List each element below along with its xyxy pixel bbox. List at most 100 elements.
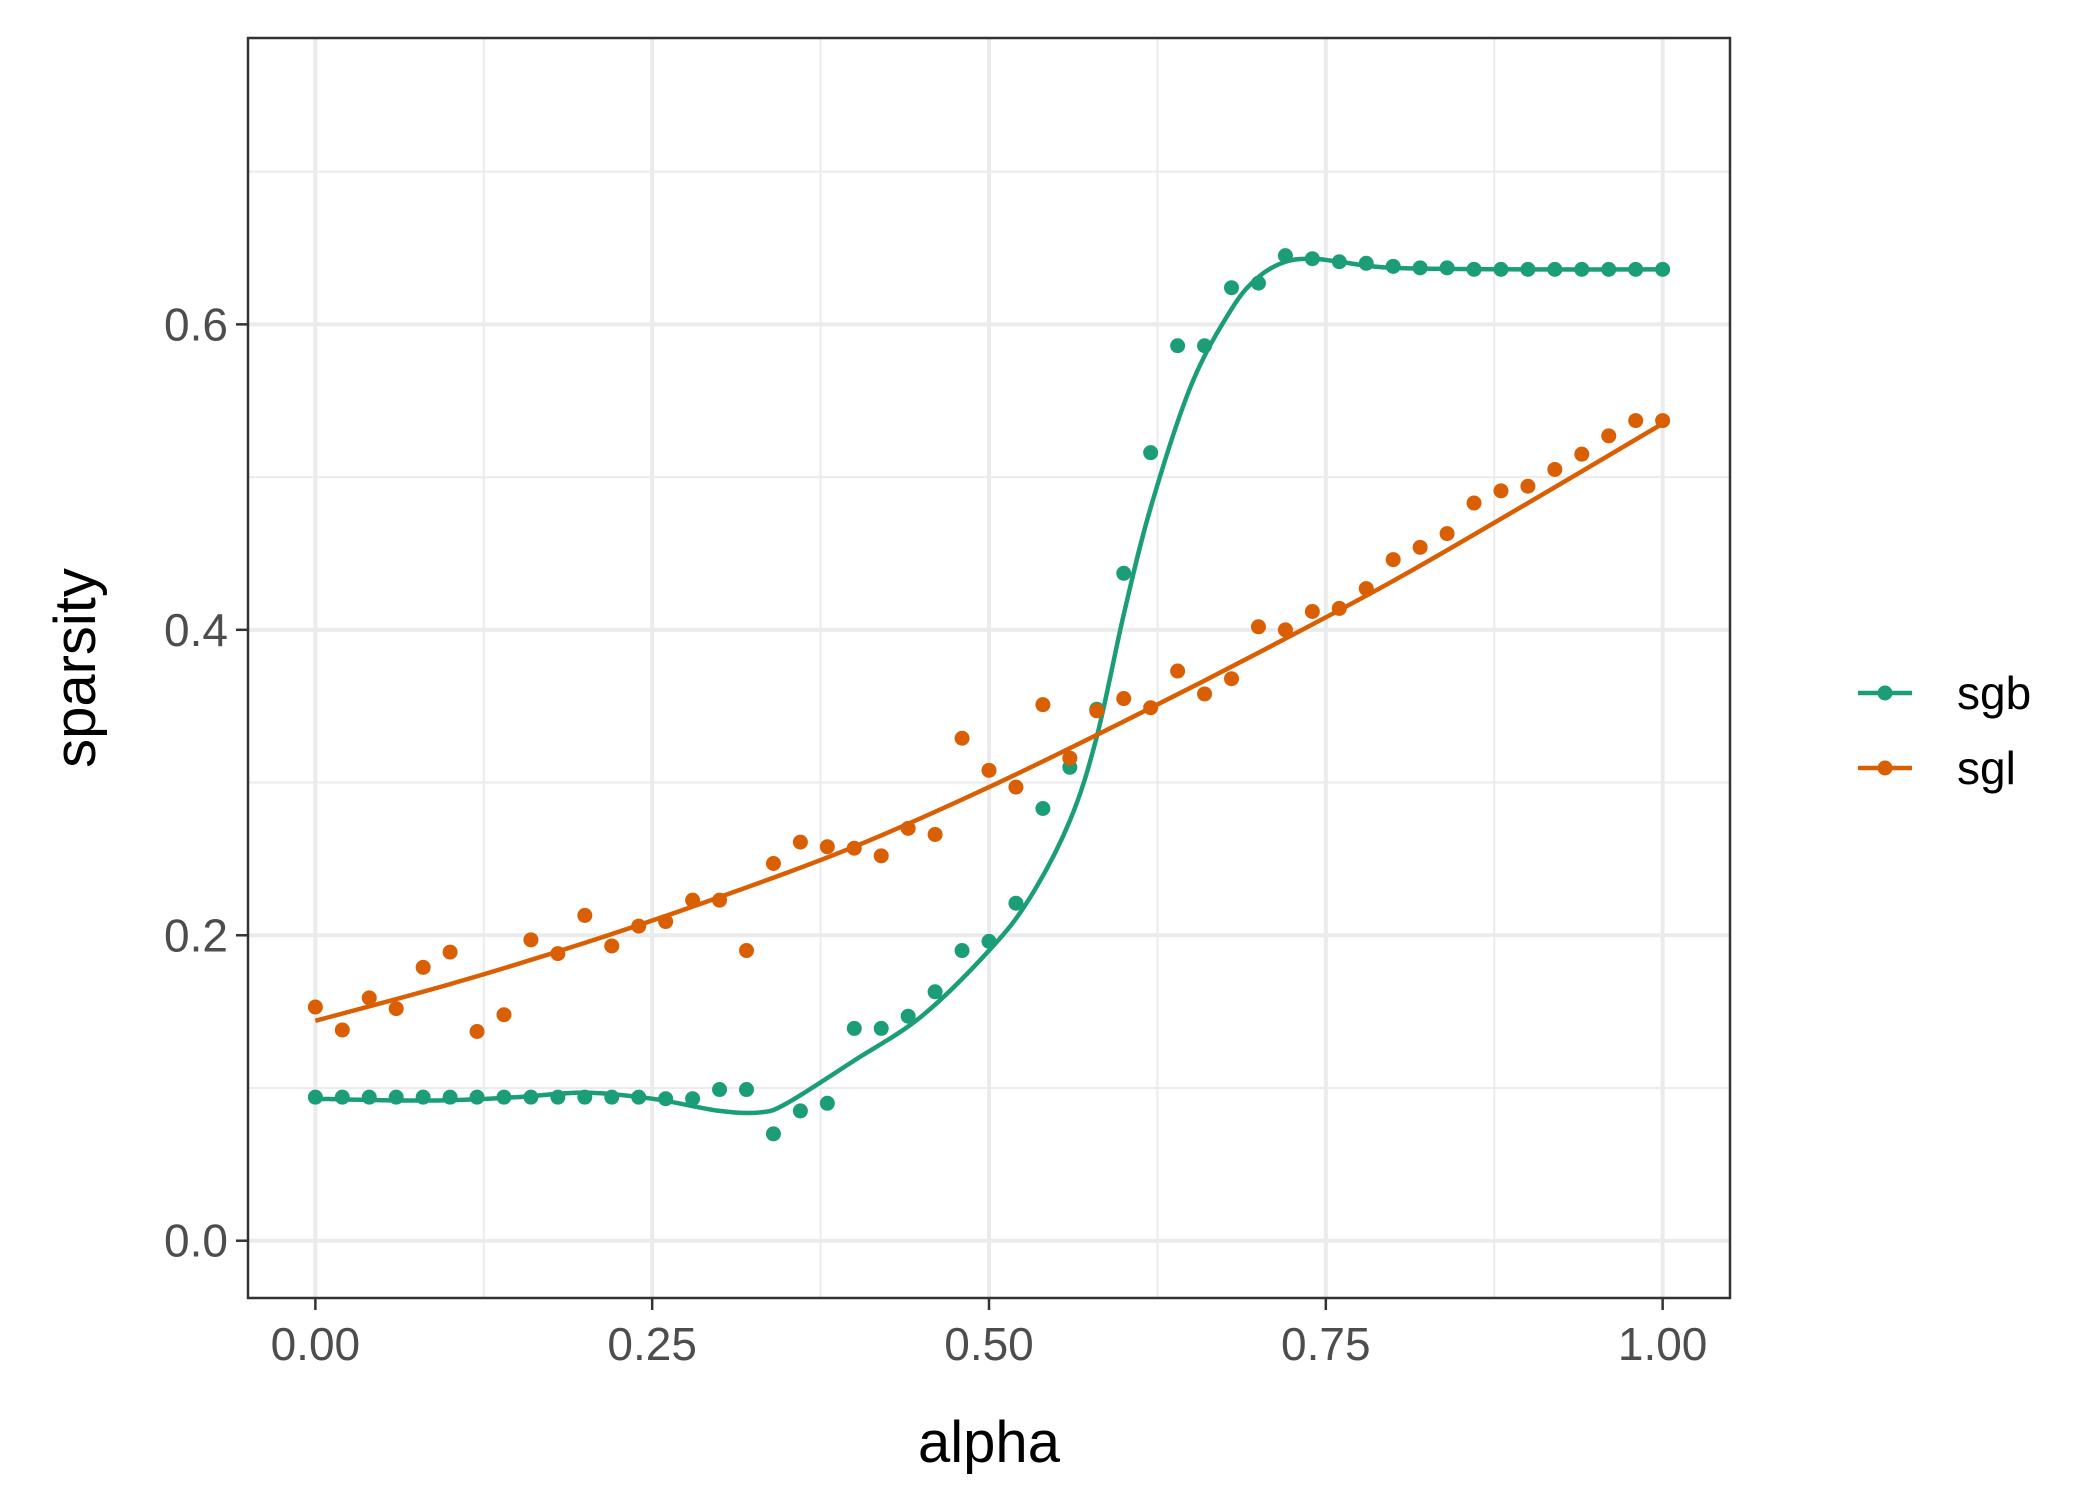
series-sgb-point [792,1103,808,1119]
series-sgl-point [442,944,458,960]
series-sgl-point [1035,697,1051,713]
series-sgl-point [738,943,754,959]
series-sgl-point [1412,539,1428,555]
series-sgl-point [1062,750,1078,766]
y-tick-label: 0.6 [164,298,228,350]
series-sgb-point [900,1008,916,1024]
series-sgb-point [765,1126,781,1142]
series-sgl-point [658,914,674,930]
series-sgb-point [1493,261,1509,277]
series-sgl-point [1628,413,1644,429]
series-sgb-point [1250,275,1266,291]
series-sgb-point [1547,261,1563,277]
series-sgb-point [307,1089,323,1105]
series-sgb-point [1628,261,1644,277]
series-sgl-point [1655,413,1671,429]
series-sgl-point [388,1001,404,1017]
series-sgl-point [577,907,593,923]
series-sgl-point [469,1023,485,1039]
series-sgb-point [1197,338,1213,354]
series-sgl-point [1277,622,1293,638]
series-sgb-point [415,1089,431,1105]
series-sgl-point [1439,526,1455,542]
series-sgb-point [523,1089,539,1105]
series-sgb-point [1035,801,1051,817]
legend-item-sgl: sgl [1858,742,2016,794]
series-sgl-point [846,840,862,856]
series-sgb-point [1143,445,1159,461]
series-sgl-point [1224,671,1240,687]
x-tick-label: 0.25 [607,1318,697,1370]
series-sgb-point [1170,338,1186,354]
series-sgl-point [1008,779,1024,795]
series-sgb-point [496,1089,512,1105]
series-sgb-point [550,1089,566,1105]
series-sgb-point [1601,261,1617,277]
series-sgl-point [765,855,781,871]
legend-key-point [1877,760,1893,776]
series-sgb-point [442,1089,458,1105]
series-sgl-point [550,946,566,962]
x-tick-label: 0.75 [1281,1318,1371,1370]
series-sgb-point [712,1082,728,1098]
series-sgb-point [1655,261,1671,277]
series-sgb [307,248,1671,1142]
series-sgl-point [1385,552,1401,568]
series-sgl-point [415,959,431,975]
series-sgl-point [927,826,943,842]
series-sgb-point [819,1095,835,1111]
legend-item-sgb: sgb [1858,667,2031,719]
series-sgb-point [1574,261,1590,277]
series-sgl-point [981,762,997,778]
y-tick-label: 0.2 [164,909,228,961]
series-sgb-point [738,1082,754,1098]
series-sgb-point [1439,260,1455,276]
series-sgb-point [685,1091,701,1107]
series-sgb-point [1358,255,1374,271]
series-sgl-point [1250,619,1266,635]
series-sgl-point [604,938,620,954]
series-sgl-point [631,918,647,934]
x-axis-title: alpha [918,1410,1061,1475]
legend: sgb sgl [1858,667,2031,794]
series-sgl-point [1197,686,1213,702]
series-sgb-point [1412,260,1428,276]
series-sgb-point [334,1089,350,1105]
series-sgl-point [523,932,539,948]
series-sgb-point [1116,565,1132,581]
series-sgb-point [1466,261,1482,277]
series-sgb-point [1224,280,1240,296]
series-sgl-point [1358,581,1374,597]
series-sgl-point [1116,691,1132,707]
series-sgl-point [1601,428,1617,444]
series-sgl-point [1520,478,1536,494]
series-sgb-point [388,1089,404,1105]
series-sgl-point [1089,703,1105,719]
series-sgl-point [819,839,835,855]
series-sgl-point [1493,483,1509,499]
series-sgb-point [469,1089,485,1105]
series-sgb-point [927,984,943,1000]
series-sgl-point [307,999,323,1015]
series-sgl-point [1304,603,1320,619]
series-sgb-point [954,943,970,959]
series-sgl-point [712,892,728,908]
series-sgl-point [1547,461,1563,477]
legend-key-point [1877,685,1893,701]
x-tick-label: 0.00 [271,1318,361,1370]
series-sgl-point [334,1022,350,1038]
series-sgb-point [658,1091,674,1107]
y-tick-label: 0.0 [164,1215,228,1267]
series-sgl-point [361,990,377,1006]
series-sgb-point [1277,248,1293,264]
series-sgl-point [496,1007,512,1023]
series-sgl-point [954,730,970,746]
series-sgl-point [1170,663,1186,679]
plot-panel [246,36,1732,1300]
series-sgl [307,413,1671,1039]
series-sgl-point [685,892,701,908]
series-sgb-point [361,1089,377,1105]
legend-label: sgb [1957,667,2031,719]
series-sgl-point [900,820,916,836]
